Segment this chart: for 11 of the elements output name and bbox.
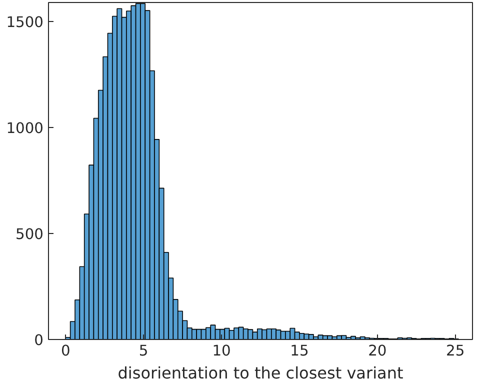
- x-tick-label: 25: [446, 342, 465, 360]
- y-tick-label: 0: [34, 332, 44, 349]
- x-tick-label: 5: [138, 342, 148, 360]
- y-tick-label: 500: [16, 226, 44, 244]
- y-tick-label: 1500: [6, 14, 44, 32]
- y-tick-label: 1000: [6, 120, 44, 138]
- x-tick-label: 10: [212, 342, 231, 360]
- x-tick-label: 20: [368, 342, 387, 360]
- x-axis-title: disorientation to the closest variant: [118, 364, 404, 382]
- x-tick-label: 15: [290, 342, 309, 360]
- x-tick-label: 0: [60, 342, 70, 360]
